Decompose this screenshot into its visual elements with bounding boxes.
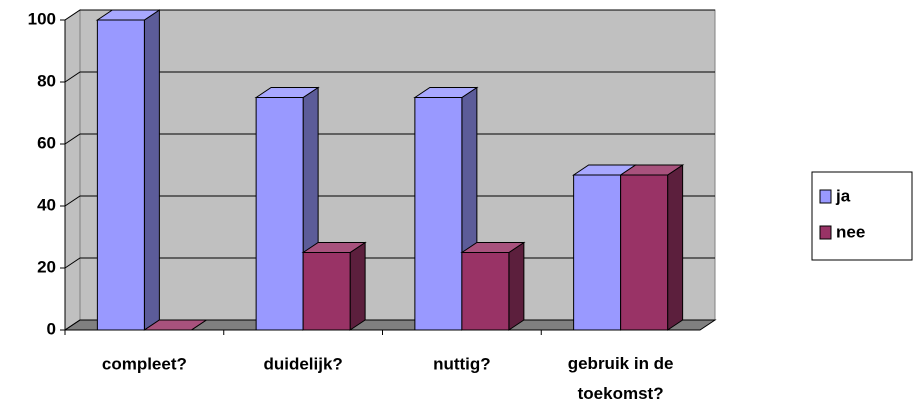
x-tick-label-line: toekomst? [578,384,664,403]
bar [413,86,479,331]
grid-line [64,71,715,83]
bar-side [143,9,160,331]
y-tick-label: 80 [37,71,56,90]
x-tick-label-line: gebruik in de [568,354,674,373]
grid-line [64,195,715,207]
legend-label: nee [836,222,865,241]
legend-box [811,171,913,261]
bar-front [620,174,669,331]
bar-side [667,164,684,331]
bar-front [302,252,351,331]
bar-top [142,319,209,331]
legend-swatch [819,189,832,204]
bar [460,241,526,331]
x-tick-label: gebruik in de toekomst? [568,354,674,403]
bar-front [96,19,145,331]
side-wall [64,9,81,331]
bar-front [573,174,622,331]
y-tick-label: 60 [37,133,56,152]
grid-line [64,133,715,145]
bar-front [461,252,510,331]
bar-side [508,241,525,331]
bar-side [349,241,366,331]
bar-front [414,97,463,331]
x-tick-label: nuttig? [433,354,491,373]
y-tick-label: 40 [37,195,56,214]
grid-line [64,9,715,21]
bar [301,241,367,331]
legend-swatch [819,225,832,240]
bar-front [255,97,304,331]
x-tick-label: compleet? [102,354,187,373]
x-tick-label: duidelijk? [263,354,342,373]
legend: ja nee [811,171,913,261]
y-tick-label: 20 [37,257,56,276]
y-tick-label: 0 [47,319,56,338]
bar [95,9,162,331]
bar [142,319,209,331]
bar [618,164,685,331]
legend-label: ja [835,186,851,205]
y-tick-label: 100 [28,9,56,28]
